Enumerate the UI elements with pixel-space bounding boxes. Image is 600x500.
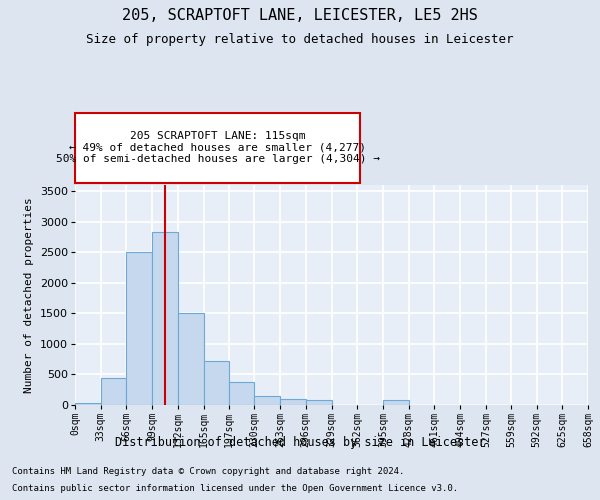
Text: 205, SCRAPTOFT LANE, LEICESTER, LE5 2HS: 205, SCRAPTOFT LANE, LEICESTER, LE5 2HS <box>122 8 478 22</box>
Bar <box>254 396 280 405</box>
Bar <box>203 361 229 405</box>
Text: Contains HM Land Registry data © Crown copyright and database right 2024.: Contains HM Land Registry data © Crown c… <box>12 468 404 476</box>
Bar <box>280 399 306 405</box>
Text: Distribution of detached houses by size in Leicester: Distribution of detached houses by size … <box>115 436 485 449</box>
Text: Size of property relative to detached houses in Leicester: Size of property relative to detached ho… <box>86 32 514 46</box>
Bar <box>152 232 178 405</box>
Text: 205 SCRAPTOFT LANE: 115sqm
← 49% of detached houses are smaller (4,277)
50% of s: 205 SCRAPTOFT LANE: 115sqm ← 49% of deta… <box>56 131 380 164</box>
Bar <box>383 400 409 405</box>
Bar <box>306 400 331 405</box>
Bar <box>101 378 127 405</box>
Bar <box>127 252 152 405</box>
Bar <box>229 382 254 405</box>
Y-axis label: Number of detached properties: Number of detached properties <box>25 197 34 393</box>
Bar <box>75 403 101 405</box>
Text: Contains public sector information licensed under the Open Government Licence v3: Contains public sector information licen… <box>12 484 458 493</box>
Bar <box>178 314 203 405</box>
